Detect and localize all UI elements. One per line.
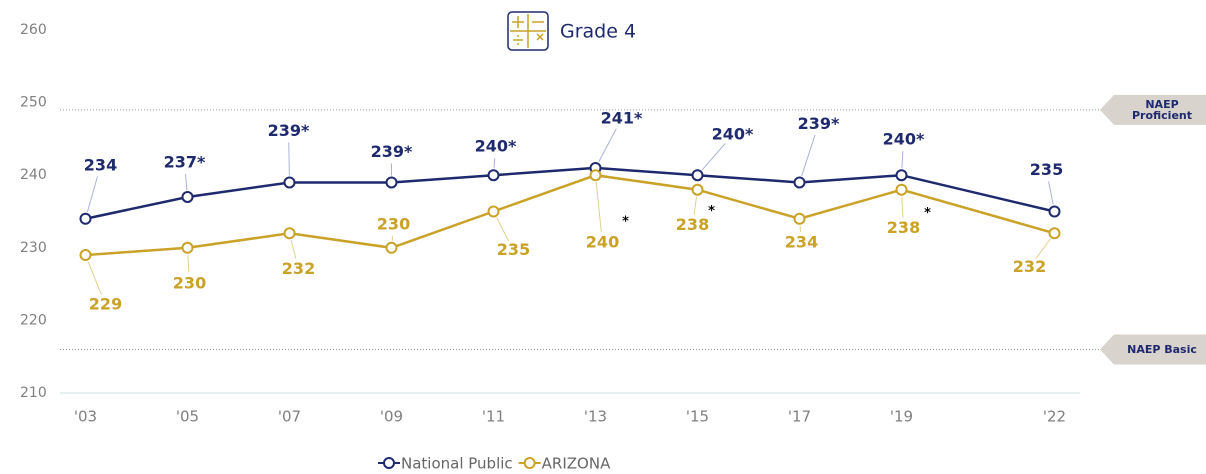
- data-label: 230: [377, 214, 410, 233]
- data-label: 232: [282, 259, 315, 278]
- reference-tag: [1100, 334, 1206, 365]
- leader-line: [801, 134, 816, 176]
- data-point: [79, 212, 92, 225]
- data-point: [487, 169, 500, 182]
- leader-line: [701, 143, 726, 171]
- data-label: 238: [676, 215, 709, 234]
- data-label: 229: [89, 295, 122, 314]
- legend-label: ARIZONA: [542, 455, 611, 473]
- leader-line: [901, 196, 904, 218]
- data-label: 240*: [712, 125, 754, 144]
- legend-label: National Public: [401, 455, 513, 473]
- leader-line: [598, 128, 617, 162]
- data-label: 238: [887, 218, 920, 237]
- data-point: [487, 205, 500, 218]
- data-label: 235: [497, 240, 530, 259]
- data-label: 239*: [371, 142, 413, 161]
- y-tick-label: 250: [20, 95, 47, 111]
- data-label: 240*: [475, 137, 517, 156]
- legend-swatch-marker: [383, 457, 395, 469]
- significance-flag: *: [708, 204, 715, 219]
- data-point: [283, 176, 296, 189]
- reference-label: NAEP Basic: [1127, 342, 1197, 356]
- significance-flag: *: [622, 215, 629, 230]
- data-label: 237*: [164, 152, 206, 171]
- y-tick-label: 220: [20, 312, 47, 328]
- reference-tag: [1100, 94, 1206, 125]
- leader-line: [87, 261, 102, 296]
- data-point: [79, 249, 92, 262]
- leader-line: [1048, 181, 1054, 205]
- leader-line: [184, 173, 188, 191]
- x-tick-label: '17: [788, 408, 811, 426]
- data-point: [895, 169, 908, 182]
- x-tick-label: '19: [890, 408, 913, 426]
- data-point: [181, 190, 194, 203]
- leader-line: [595, 182, 602, 233]
- x-tick-label: '07: [278, 408, 301, 426]
- y-tick-label: 260: [20, 22, 47, 38]
- x-tick-label: '13: [584, 408, 607, 426]
- x-tick-label: '15: [686, 408, 709, 426]
- data-point: [895, 183, 908, 196]
- data-point: [793, 212, 806, 225]
- leader-line: [693, 196, 698, 215]
- y-tick-label: 230: [20, 240, 47, 256]
- data-point: [589, 169, 602, 182]
- leader-line: [86, 176, 98, 213]
- data-label: 232: [1013, 257, 1046, 276]
- data-label: 240*: [883, 130, 925, 149]
- data-label: 230: [173, 273, 206, 292]
- title-icon: [507, 11, 549, 51]
- leader-line: [288, 142, 290, 176]
- leader-line: [187, 254, 190, 273]
- data-label: 234: [785, 232, 818, 251]
- x-tick-label: '09: [380, 408, 403, 426]
- leader-line: [799, 225, 802, 232]
- data-label: 239*: [798, 114, 840, 133]
- legend-item: ARIZONA: [518, 455, 611, 473]
- series-line: [85, 166, 1055, 220]
- x-tick-label: '11: [482, 408, 505, 426]
- data-point: [691, 183, 704, 196]
- data-point: [385, 241, 398, 254]
- data-label: 240: [586, 233, 619, 252]
- y-tick-label: 210: [20, 385, 47, 401]
- data-label: 241*: [601, 108, 643, 127]
- data-point: [181, 241, 194, 254]
- significance-flag: *: [924, 206, 931, 221]
- data-point: [385, 176, 398, 189]
- reference-label: NAEP Proficient: [1131, 97, 1193, 122]
- x-tick-label: '03: [74, 408, 97, 426]
- data-point: [691, 169, 704, 182]
- data-point: [793, 176, 806, 189]
- data-label: 235: [1030, 160, 1063, 179]
- chart-title: Grade 4: [560, 21, 636, 43]
- x-tick-label: '22: [1043, 408, 1066, 426]
- data-label: 239*: [268, 121, 310, 140]
- leader-line: [496, 217, 509, 241]
- legend-swatch-marker: [523, 457, 536, 469]
- leader-line: [493, 158, 496, 169]
- data-point: [283, 227, 296, 240]
- data-point: [1048, 227, 1061, 240]
- legend-item: National Public: [378, 455, 513, 473]
- leader-line: [901, 151, 904, 169]
- x-tick-label: '05: [176, 408, 199, 426]
- data-point: [1048, 205, 1061, 218]
- series-line: [85, 173, 1055, 257]
- leader-line: [1035, 238, 1051, 259]
- y-tick-label: 240: [20, 167, 47, 183]
- leader-line: [290, 239, 297, 259]
- data-label: 234: [84, 155, 117, 174]
